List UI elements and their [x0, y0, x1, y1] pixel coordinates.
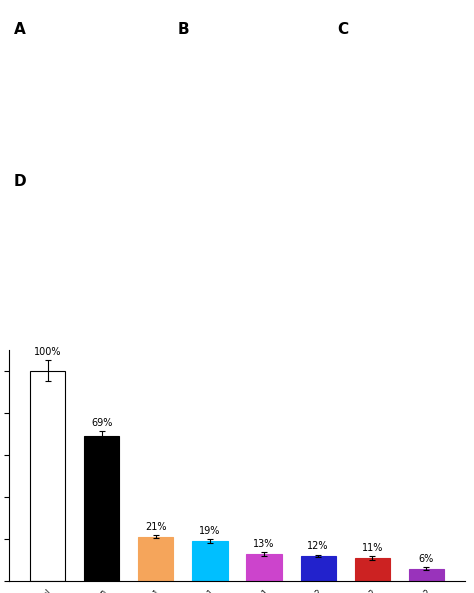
Text: B: B [178, 21, 190, 37]
Bar [355, 558, 390, 581]
Text: 69%: 69% [91, 417, 112, 428]
Bar [246, 554, 282, 581]
Text: 12%: 12% [307, 541, 329, 551]
Text: D: D [14, 174, 27, 189]
Text: 21%: 21% [145, 522, 167, 533]
Bar [84, 436, 119, 581]
Bar [409, 569, 444, 581]
Text: A: A [14, 21, 26, 37]
Text: 19%: 19% [199, 527, 221, 536]
Text: 6%: 6% [419, 554, 434, 565]
Bar [192, 541, 228, 581]
Bar [138, 537, 173, 581]
Text: C: C [337, 21, 348, 37]
Text: 100%: 100% [34, 347, 62, 357]
Text: 13%: 13% [253, 539, 275, 549]
Text: 11%: 11% [362, 543, 383, 553]
Bar [30, 371, 65, 581]
Bar [301, 556, 336, 581]
